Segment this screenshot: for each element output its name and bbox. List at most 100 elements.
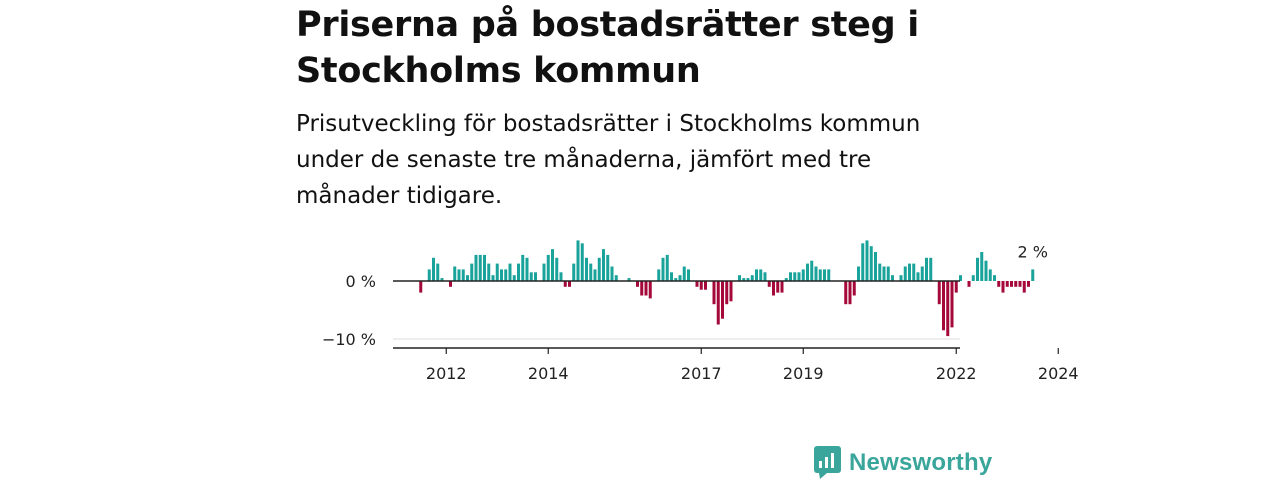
bar	[521, 254, 525, 281]
bar	[695, 281, 699, 287]
bar	[529, 272, 533, 281]
bar	[563, 281, 567, 287]
bar	[886, 266, 890, 281]
bar	[980, 252, 984, 281]
bar	[500, 269, 503, 281]
bar	[440, 278, 444, 281]
bar	[627, 278, 631, 281]
bar	[806, 263, 809, 281]
bar	[920, 266, 924, 281]
brand-name: Newsworthy	[849, 449, 993, 476]
bar	[606, 254, 610, 281]
axes	[393, 280, 1059, 354]
bar	[551, 249, 554, 281]
bar	[644, 281, 648, 296]
bar	[848, 281, 852, 305]
bar	[568, 281, 571, 287]
bar	[1031, 269, 1035, 281]
bar	[971, 275, 975, 281]
bar	[1005, 281, 1009, 287]
x-tick-label: 2024	[1038, 364, 1079, 383]
bar	[534, 272, 537, 281]
bar	[942, 281, 945, 331]
bar	[1018, 281, 1022, 287]
bar	[750, 275, 754, 281]
bar	[878, 263, 882, 281]
bar	[861, 243, 865, 281]
bar	[959, 275, 962, 281]
last-value-label: 2 %	[1018, 242, 1048, 261]
bar	[648, 281, 652, 299]
bar	[572, 263, 576, 281]
bar	[525, 257, 529, 281]
bar	[810, 260, 814, 281]
y-tick-label: 0 %	[346, 272, 376, 291]
bar	[899, 275, 903, 281]
bar	[576, 240, 580, 281]
bars	[419, 240, 1035, 337]
bar	[432, 257, 435, 281]
bar	[857, 266, 860, 281]
newsworthy-logo: Newsworthy	[814, 446, 992, 480]
bar	[555, 257, 559, 281]
bar	[491, 275, 495, 281]
chart-title: Priserna på bostadsrätter steg i Stockho…	[296, 5, 919, 91]
bar	[950, 281, 954, 328]
bar	[925, 257, 928, 281]
bar	[797, 272, 801, 281]
bar	[1027, 281, 1030, 287]
bar	[869, 246, 873, 281]
bar	[780, 281, 784, 293]
bar	[640, 281, 644, 296]
bar	[967, 281, 971, 287]
bar	[546, 254, 550, 281]
bar	[657, 269, 661, 281]
x-tick-label: 2019	[783, 364, 824, 383]
bar	[946, 281, 950, 337]
x-tick-label: 2012	[426, 364, 467, 383]
bar	[602, 249, 605, 281]
bar	[614, 275, 618, 281]
bar	[699, 281, 703, 290]
bar	[767, 281, 771, 287]
bar	[823, 269, 826, 281]
bar	[517, 263, 520, 281]
bar	[844, 281, 848, 305]
bar	[1010, 281, 1013, 287]
bar	[610, 266, 614, 281]
newsworthy-icon	[814, 446, 841, 479]
bar	[461, 269, 465, 281]
bar	[763, 272, 767, 281]
bar	[687, 269, 690, 281]
price-change-chart: 0 % −10 % 2012 2014 2017 2019 2022 2024 2 %	[322, 240, 1079, 383]
bar	[478, 254, 482, 281]
bar	[466, 275, 469, 281]
x-tick-label: 2017	[681, 364, 722, 383]
bar	[589, 263, 593, 281]
bar	[793, 272, 797, 281]
bar	[784, 278, 788, 281]
bar	[449, 281, 452, 287]
bar	[474, 254, 478, 281]
bar	[674, 278, 678, 281]
bar	[852, 281, 856, 296]
bar	[776, 281, 780, 293]
bar	[678, 275, 682, 281]
bar	[865, 240, 869, 281]
bar	[993, 275, 996, 281]
bar	[827, 269, 831, 281]
bar	[487, 263, 491, 281]
bar	[742, 278, 746, 281]
bar	[929, 257, 933, 281]
bar	[937, 281, 941, 305]
bar	[457, 269, 461, 281]
bar	[908, 263, 911, 281]
bar	[470, 263, 474, 281]
bar	[725, 281, 729, 305]
bar	[759, 269, 763, 281]
bar	[814, 266, 818, 281]
bar	[453, 266, 457, 281]
bar	[997, 281, 1001, 287]
bar	[495, 263, 499, 281]
bar	[903, 266, 907, 281]
